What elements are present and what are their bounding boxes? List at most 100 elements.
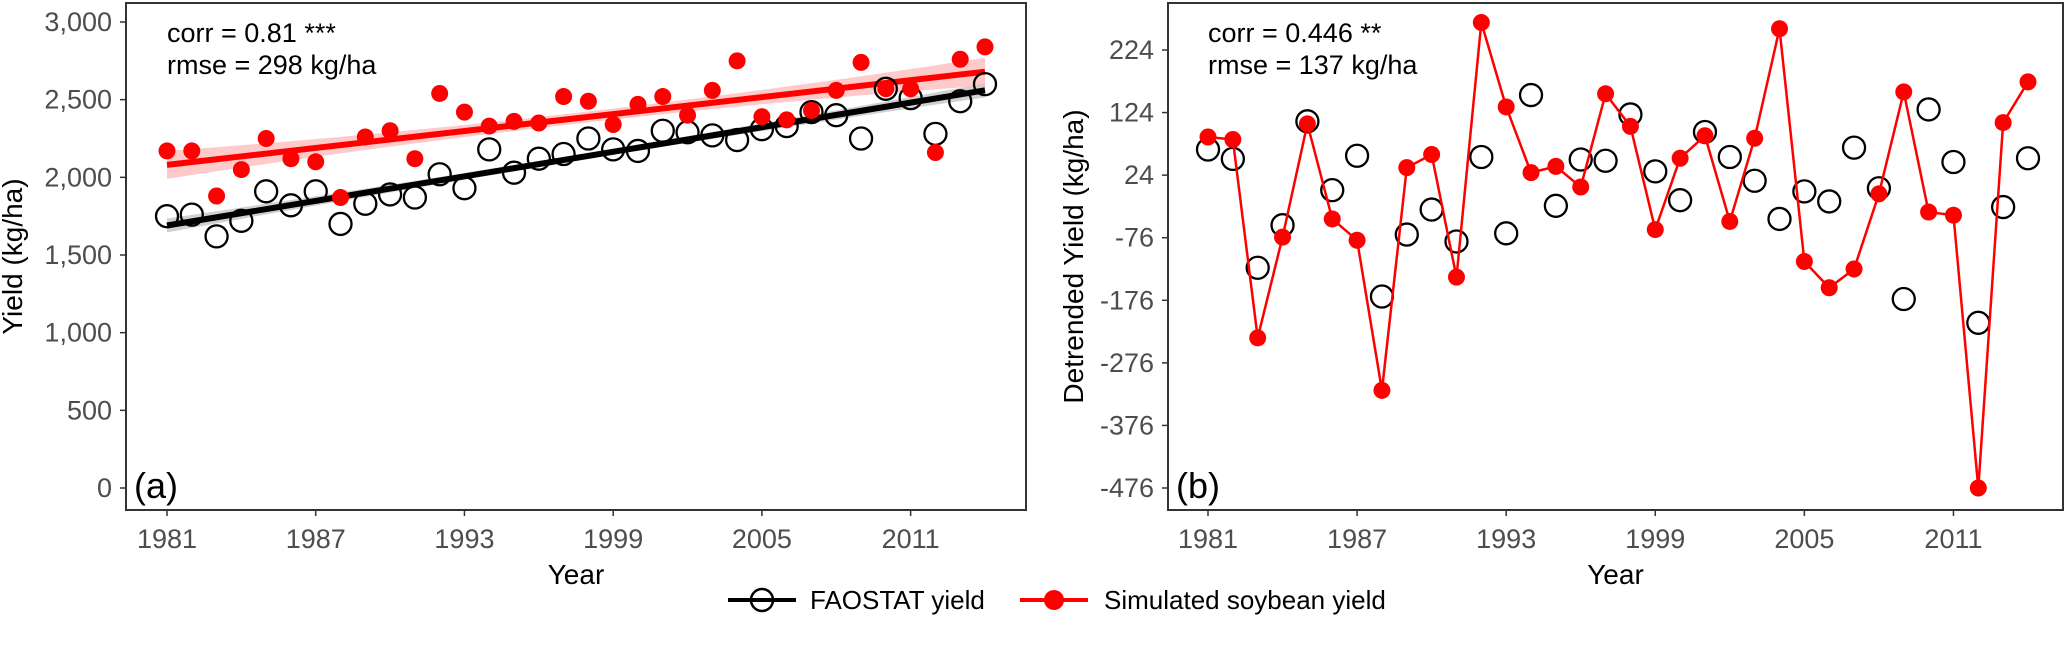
- faostat-point: [1369, 284, 1395, 309]
- simulated-point: [1423, 145, 1441, 163]
- simulated-point: [1994, 114, 2012, 132]
- faostat-point: [724, 127, 750, 153]
- faostat-point: [1494, 221, 1519, 246]
- x-tick-label: 2011: [1924, 524, 1982, 554]
- trend-line-1: [166, 68, 986, 168]
- faostat-point: [576, 126, 601, 151]
- panel-b-detrended-yield: -476 -376 -276 -176 -76 24 124 224 1981 1987 1993 1…: [1058, 2, 2064, 590]
- panel-label: (b): [1176, 465, 1220, 506]
- trend-line-0: [166, 87, 986, 229]
- simulated-point: [1572, 178, 1590, 196]
- y-tick-label: -276: [1100, 348, 1154, 378]
- faostat-point: [501, 160, 527, 185]
- faostat-point: [1469, 144, 1494, 170]
- faostat-point: [1792, 179, 1817, 204]
- y-tick-label: 0: [97, 473, 112, 503]
- simulated-point: [1274, 228, 1292, 246]
- corr-annotation: corr = 0.446 **: [1208, 18, 1382, 48]
- legend-item-simulated: Simulated soybean yield: [1020, 585, 1386, 615]
- faostat-point: [353, 191, 378, 216]
- simulated-point: [455, 103, 473, 121]
- faostat-point: [402, 185, 428, 210]
- faostat-point: [1320, 178, 1345, 203]
- faostat-point: [278, 193, 304, 218]
- simulated-point: [604, 116, 622, 134]
- faostat-point: [377, 182, 403, 207]
- faostat-point: [1419, 197, 1444, 222]
- x-tick-label: 1999: [1625, 524, 1685, 554]
- simulated-point: [1323, 210, 1341, 228]
- x-tick-label: 2005: [732, 524, 792, 554]
- simulated-point: [1671, 149, 1689, 167]
- simulated-point: [1721, 212, 1739, 230]
- simulated-point: [1199, 128, 1217, 146]
- plot-border: [125, 2, 1027, 511]
- faostat-point: [328, 211, 353, 237]
- x-tick-label: 1981: [137, 524, 197, 554]
- faostat-point: [1245, 255, 1270, 280]
- simulated-point: [1696, 127, 1714, 145]
- simulated-point: [232, 161, 250, 179]
- x-tick-label: 2005: [1774, 524, 1834, 554]
- plot-border: [1167, 2, 2064, 511]
- simulated-point: [1795, 252, 1813, 270]
- legend-open-circle-icon: [749, 587, 775, 613]
- simulated-point: [480, 117, 498, 135]
- panel-a-yield-trend: 0 500 1,000 1,500 2,000 2,500 3,000 1981 1987 199…: [0, 2, 1027, 590]
- x-axis-title: Year: [1587, 559, 1644, 590]
- faostat-point: [1891, 286, 1916, 312]
- simulated-point: [728, 52, 746, 70]
- faostat-point: [154, 204, 180, 229]
- simulated-point: [257, 130, 275, 147]
- faostat-point: [452, 176, 477, 201]
- simulated-point: [1298, 115, 1316, 133]
- simulated-point: [1920, 203, 1938, 221]
- faostat-point: [1966, 310, 1991, 335]
- simulated-point: [1820, 279, 1838, 297]
- faostat-point: [601, 137, 626, 162]
- simulated-point: [307, 153, 325, 171]
- y-tick-label: 500: [67, 395, 112, 425]
- rmse-annotation: rmse = 298 kg/ha: [167, 50, 377, 80]
- simulated-point: [1497, 98, 1515, 116]
- faostat-point: [650, 118, 675, 143]
- x-tick-label: 1999: [583, 524, 643, 554]
- faostat-point: [303, 179, 328, 204]
- faostat-point: [799, 99, 824, 125]
- simulated-point: [877, 80, 895, 98]
- legend-item-faostat: FAOSTAT yield: [728, 585, 985, 615]
- y-tick-label: -176: [1100, 285, 1154, 315]
- x-tick-label: 1987: [286, 524, 346, 554]
- x-tick-label: 1987: [1327, 524, 1387, 554]
- panel-label: (a): [134, 465, 178, 506]
- simulated-point: [332, 189, 350, 207]
- simulated-point: [1472, 13, 1490, 31]
- simulated-point: [579, 92, 597, 110]
- corr-annotation: corr = 0.81 ***: [167, 18, 336, 48]
- simulated-point: [1845, 260, 1863, 278]
- simulated-point: [183, 142, 201, 160]
- faostat-point: [204, 224, 229, 249]
- faostat-point: [1841, 135, 1867, 160]
- faostat-point: [1742, 168, 1767, 193]
- faostat-point: [848, 126, 874, 151]
- simulated-point: [1447, 268, 1465, 286]
- y-tick-label: 1,500: [44, 240, 112, 270]
- y-tick-label: -376: [1100, 410, 1154, 440]
- faostat-point: [1991, 194, 2016, 220]
- x-tick-label: 2011: [882, 524, 940, 554]
- simulated-point: [951, 50, 969, 68]
- simulated-point: [1398, 159, 1416, 177]
- y-tick-label: -476: [1100, 473, 1154, 503]
- y-tick-label: 124: [1109, 98, 1154, 128]
- simulated-point: [1522, 164, 1540, 182]
- simulated-point: [852, 53, 870, 71]
- simulated-point: [827, 81, 845, 99]
- y-axis-title: Detrended Yield (kg/ha): [1058, 109, 1089, 403]
- legend: FAOSTAT yield Simulated soybean yield: [728, 585, 1386, 615]
- simulated-point: [976, 38, 994, 56]
- faostat-point: [923, 121, 948, 146]
- faostat-point: [873, 76, 898, 101]
- simulated-point: [802, 102, 820, 120]
